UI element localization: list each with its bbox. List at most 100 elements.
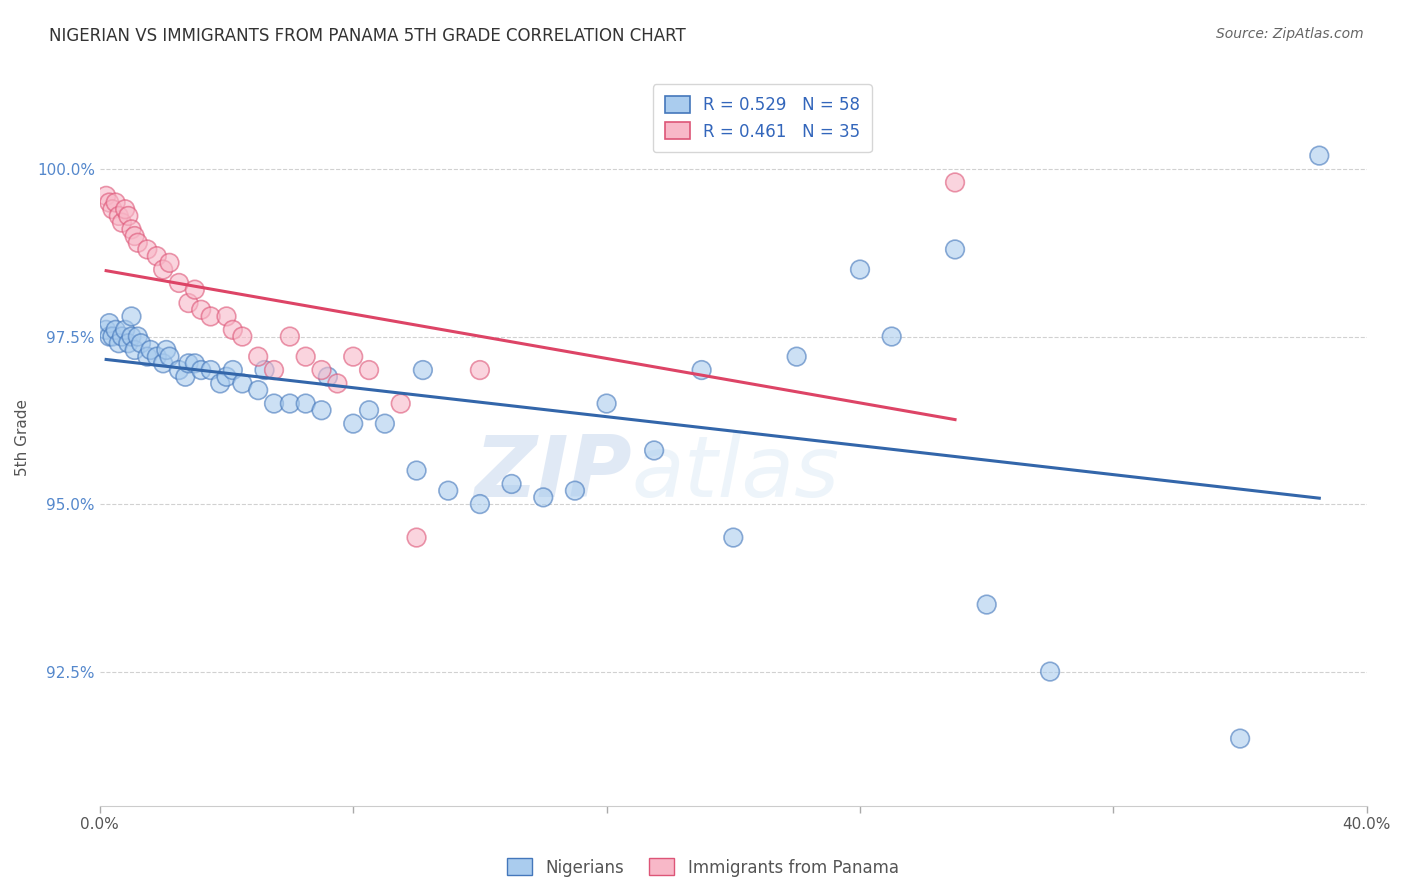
Point — [114, 323, 136, 337]
Point — [104, 195, 127, 210]
Point — [111, 329, 134, 343]
Legend: Nigerians, Immigrants from Panama: Nigerians, Immigrants from Panama — [501, 852, 905, 883]
Point — [723, 531, 745, 545]
Point — [108, 336, 131, 351]
Point — [595, 396, 617, 410]
Point — [98, 195, 121, 210]
Point — [155, 343, 177, 357]
Point — [111, 216, 134, 230]
Point — [643, 443, 665, 458]
Point — [222, 323, 245, 337]
Point — [136, 243, 159, 257]
Point — [121, 310, 143, 324]
Point — [263, 396, 285, 410]
Point — [1039, 665, 1062, 679]
Point — [468, 363, 491, 377]
Point — [263, 363, 285, 377]
Point — [159, 350, 181, 364]
Point — [215, 369, 238, 384]
Point — [98, 329, 121, 343]
Point — [94, 323, 117, 337]
Point — [786, 350, 808, 364]
Point — [121, 329, 143, 343]
Point — [124, 343, 146, 357]
Text: Source: ZipAtlas.com: Source: ZipAtlas.com — [1216, 27, 1364, 41]
Point — [139, 343, 162, 357]
Point — [222, 363, 245, 377]
Point — [316, 369, 339, 384]
Point — [124, 229, 146, 244]
Point — [943, 176, 966, 190]
Point — [98, 316, 121, 330]
Text: atlas: atlas — [631, 433, 839, 516]
Point — [531, 491, 554, 505]
Point — [311, 403, 333, 417]
Point — [121, 222, 143, 236]
Point — [278, 329, 301, 343]
Point — [468, 497, 491, 511]
Text: ZIP: ZIP — [474, 433, 631, 516]
Point — [880, 329, 903, 343]
Point — [976, 598, 998, 612]
Point — [209, 376, 232, 391]
Point — [127, 329, 149, 343]
Point — [136, 350, 159, 364]
Point — [200, 310, 222, 324]
Point — [108, 209, 131, 223]
Point — [437, 483, 460, 498]
Point — [167, 363, 190, 377]
Point — [177, 356, 200, 370]
Point — [374, 417, 396, 431]
Point — [1308, 148, 1330, 162]
Point — [405, 531, 427, 545]
Point — [690, 363, 713, 377]
Point — [146, 350, 169, 364]
Point — [311, 363, 333, 377]
Point — [1229, 731, 1251, 746]
Point — [247, 350, 270, 364]
Point — [101, 329, 124, 343]
Point — [174, 369, 197, 384]
Text: NIGERIAN VS IMMIGRANTS FROM PANAMA 5TH GRADE CORRELATION CHART: NIGERIAN VS IMMIGRANTS FROM PANAMA 5TH G… — [49, 27, 686, 45]
Point — [129, 336, 152, 351]
Point — [247, 383, 270, 397]
Point — [167, 276, 190, 290]
Point — [101, 202, 124, 217]
Point — [389, 396, 412, 410]
Point — [104, 323, 127, 337]
Point — [117, 336, 139, 351]
Point — [357, 403, 380, 417]
Point — [184, 356, 207, 370]
Point — [184, 283, 207, 297]
Point — [501, 477, 523, 491]
Legend: R = 0.529   N = 58, R = 0.461   N = 35: R = 0.529 N = 58, R = 0.461 N = 35 — [652, 84, 872, 153]
Point — [231, 376, 253, 391]
Point — [849, 262, 872, 277]
Point — [159, 256, 181, 270]
Y-axis label: 5th Grade: 5th Grade — [15, 399, 30, 475]
Point — [342, 350, 364, 364]
Point — [127, 235, 149, 250]
Point — [412, 363, 434, 377]
Point — [200, 363, 222, 377]
Point — [294, 396, 316, 410]
Point — [190, 302, 212, 317]
Point — [294, 350, 316, 364]
Point — [943, 243, 966, 257]
Point — [94, 189, 117, 203]
Point — [215, 310, 238, 324]
Point — [114, 202, 136, 217]
Point — [342, 417, 364, 431]
Point — [177, 296, 200, 310]
Point — [190, 363, 212, 377]
Point — [152, 356, 174, 370]
Point — [117, 209, 139, 223]
Point — [231, 329, 253, 343]
Point — [405, 464, 427, 478]
Point — [357, 363, 380, 377]
Point — [564, 483, 586, 498]
Point — [146, 249, 169, 263]
Point — [326, 376, 349, 391]
Point — [278, 396, 301, 410]
Point — [152, 262, 174, 277]
